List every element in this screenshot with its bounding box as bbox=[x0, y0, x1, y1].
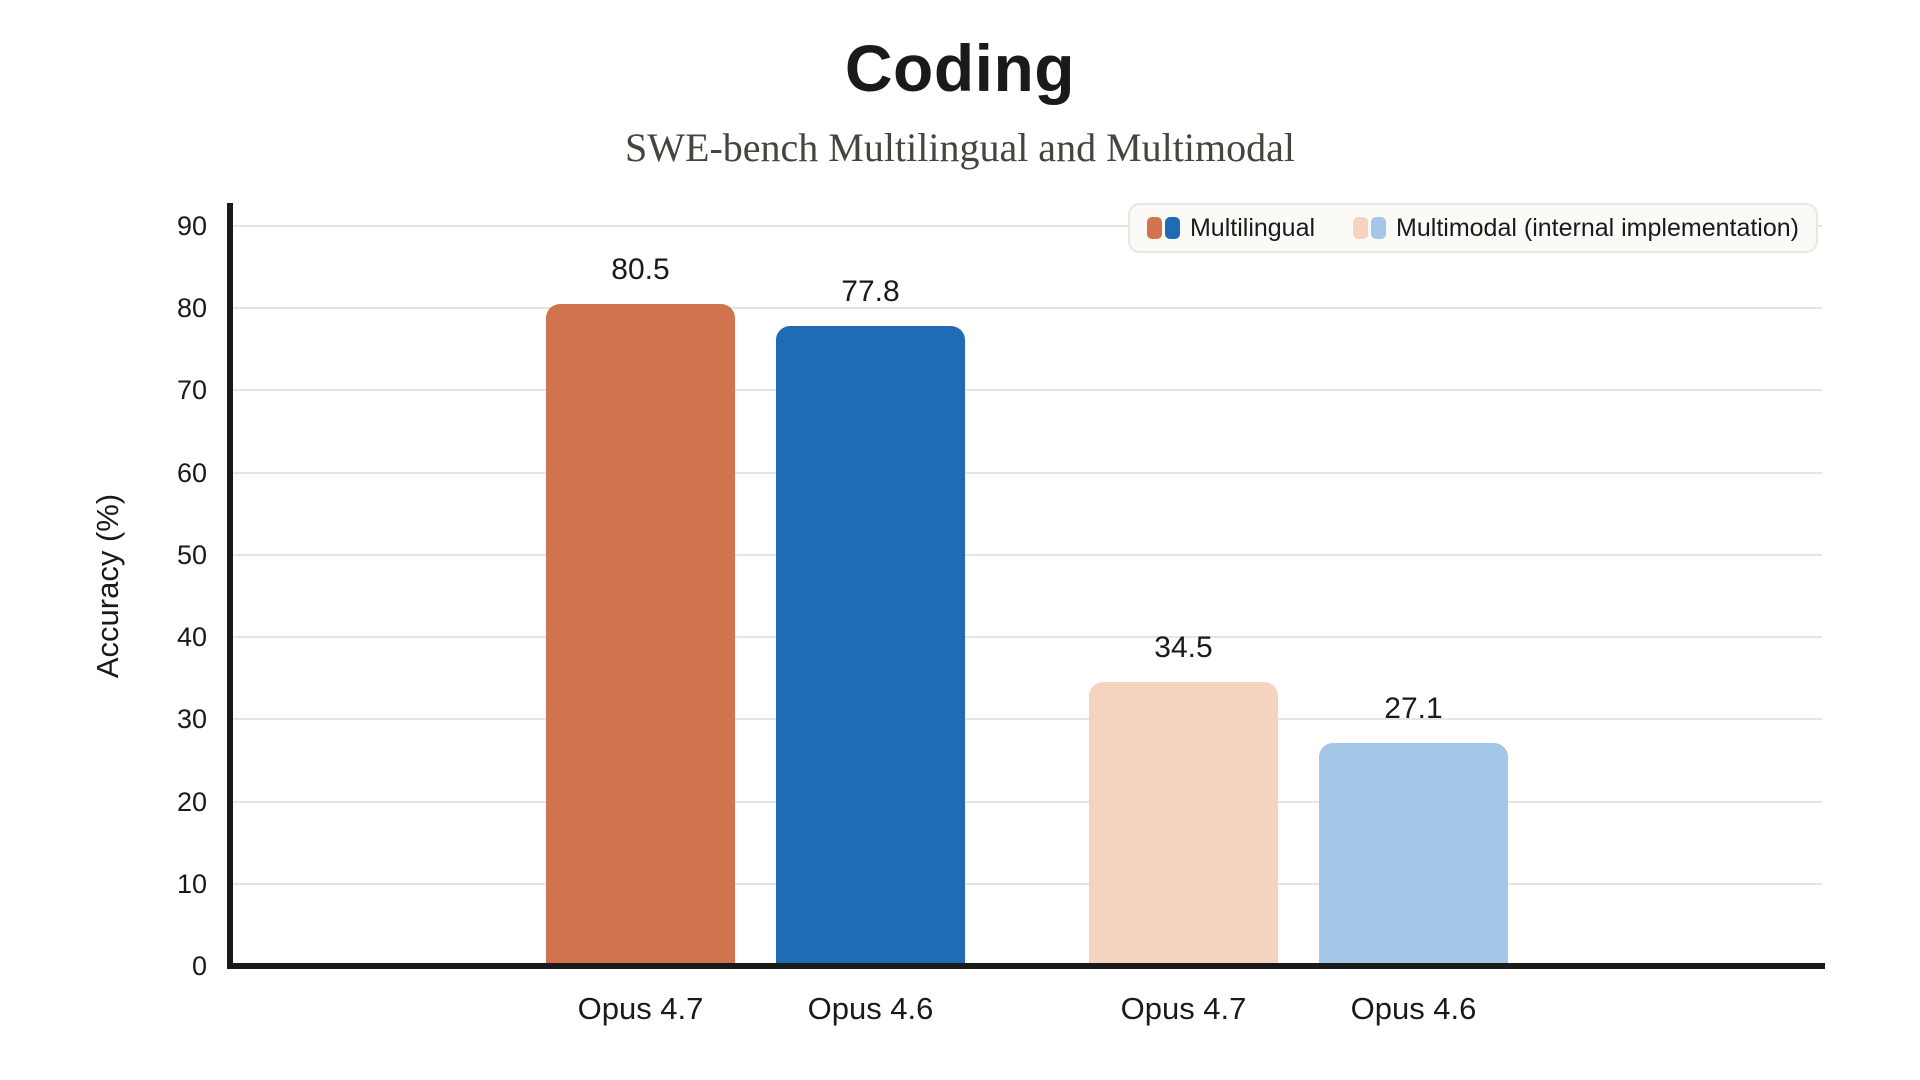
legend-label: Multimodal (internal implementation) bbox=[1396, 213, 1799, 242]
bar bbox=[1089, 682, 1278, 964]
legend-item: Multilingual bbox=[1146, 213, 1316, 243]
y-tick-label: 0 bbox=[191, 951, 207, 981]
y-tick-label: 80 bbox=[176, 293, 207, 324]
bar-value-label: 34.5 bbox=[1154, 631, 1213, 665]
legend-swatch-icon bbox=[1371, 217, 1387, 239]
gridline bbox=[233, 307, 1822, 310]
gridline bbox=[233, 225, 1822, 227]
chart-title: Coding bbox=[844, 31, 1076, 105]
legend-swatch-icon bbox=[1164, 217, 1180, 239]
legend: Multilingual Multimodal (internal impleme… bbox=[1127, 203, 1818, 253]
y-tick-label: 70 bbox=[176, 375, 207, 406]
bar bbox=[776, 326, 965, 964]
bar bbox=[546, 304, 735, 964]
x-category-label: Opus 4.7 bbox=[577, 991, 704, 1026]
x-category-label: Opus 4.6 bbox=[1350, 991, 1477, 1026]
y-axis-line bbox=[227, 203, 233, 969]
y-tick-label: 10 bbox=[176, 868, 207, 899]
y-tick-label: 30 bbox=[176, 704, 207, 735]
gridline bbox=[233, 636, 1822, 639]
y-tick-label: 20 bbox=[176, 786, 207, 817]
y-tick-label: 60 bbox=[176, 457, 207, 488]
legend-swatches bbox=[1353, 217, 1387, 239]
legend-swatch-icon bbox=[1353, 217, 1369, 239]
gridline bbox=[233, 553, 1822, 556]
bar-value-label: 80.5 bbox=[611, 253, 670, 287]
x-category-label: Opus 4.7 bbox=[1120, 991, 1247, 1026]
legend-label: Multilingual bbox=[1189, 213, 1316, 242]
gridline bbox=[233, 800, 1822, 803]
y-tick-label: 40 bbox=[176, 622, 207, 653]
gridline bbox=[233, 718, 1822, 721]
gridline bbox=[233, 882, 1822, 885]
bar-value-label: 27.1 bbox=[1384, 692, 1443, 726]
bar-value-label: 77.8 bbox=[841, 275, 900, 309]
chart-subtitle: SWE-bench Multilingual and Multimodal bbox=[625, 125, 1295, 170]
bar bbox=[1319, 743, 1508, 964]
gridline bbox=[233, 471, 1822, 474]
x-axis-line bbox=[227, 963, 1825, 969]
y-tick-label: 90 bbox=[176, 211, 207, 241]
gridline bbox=[233, 389, 1822, 392]
legend-swatches bbox=[1146, 217, 1180, 239]
x-category-label: Opus 4.6 bbox=[807, 991, 934, 1026]
legend-swatch-icon bbox=[1146, 217, 1162, 239]
legend-item: Multimodal (internal implementation) bbox=[1353, 214, 1799, 243]
y-tick-label: 50 bbox=[176, 539, 207, 570]
